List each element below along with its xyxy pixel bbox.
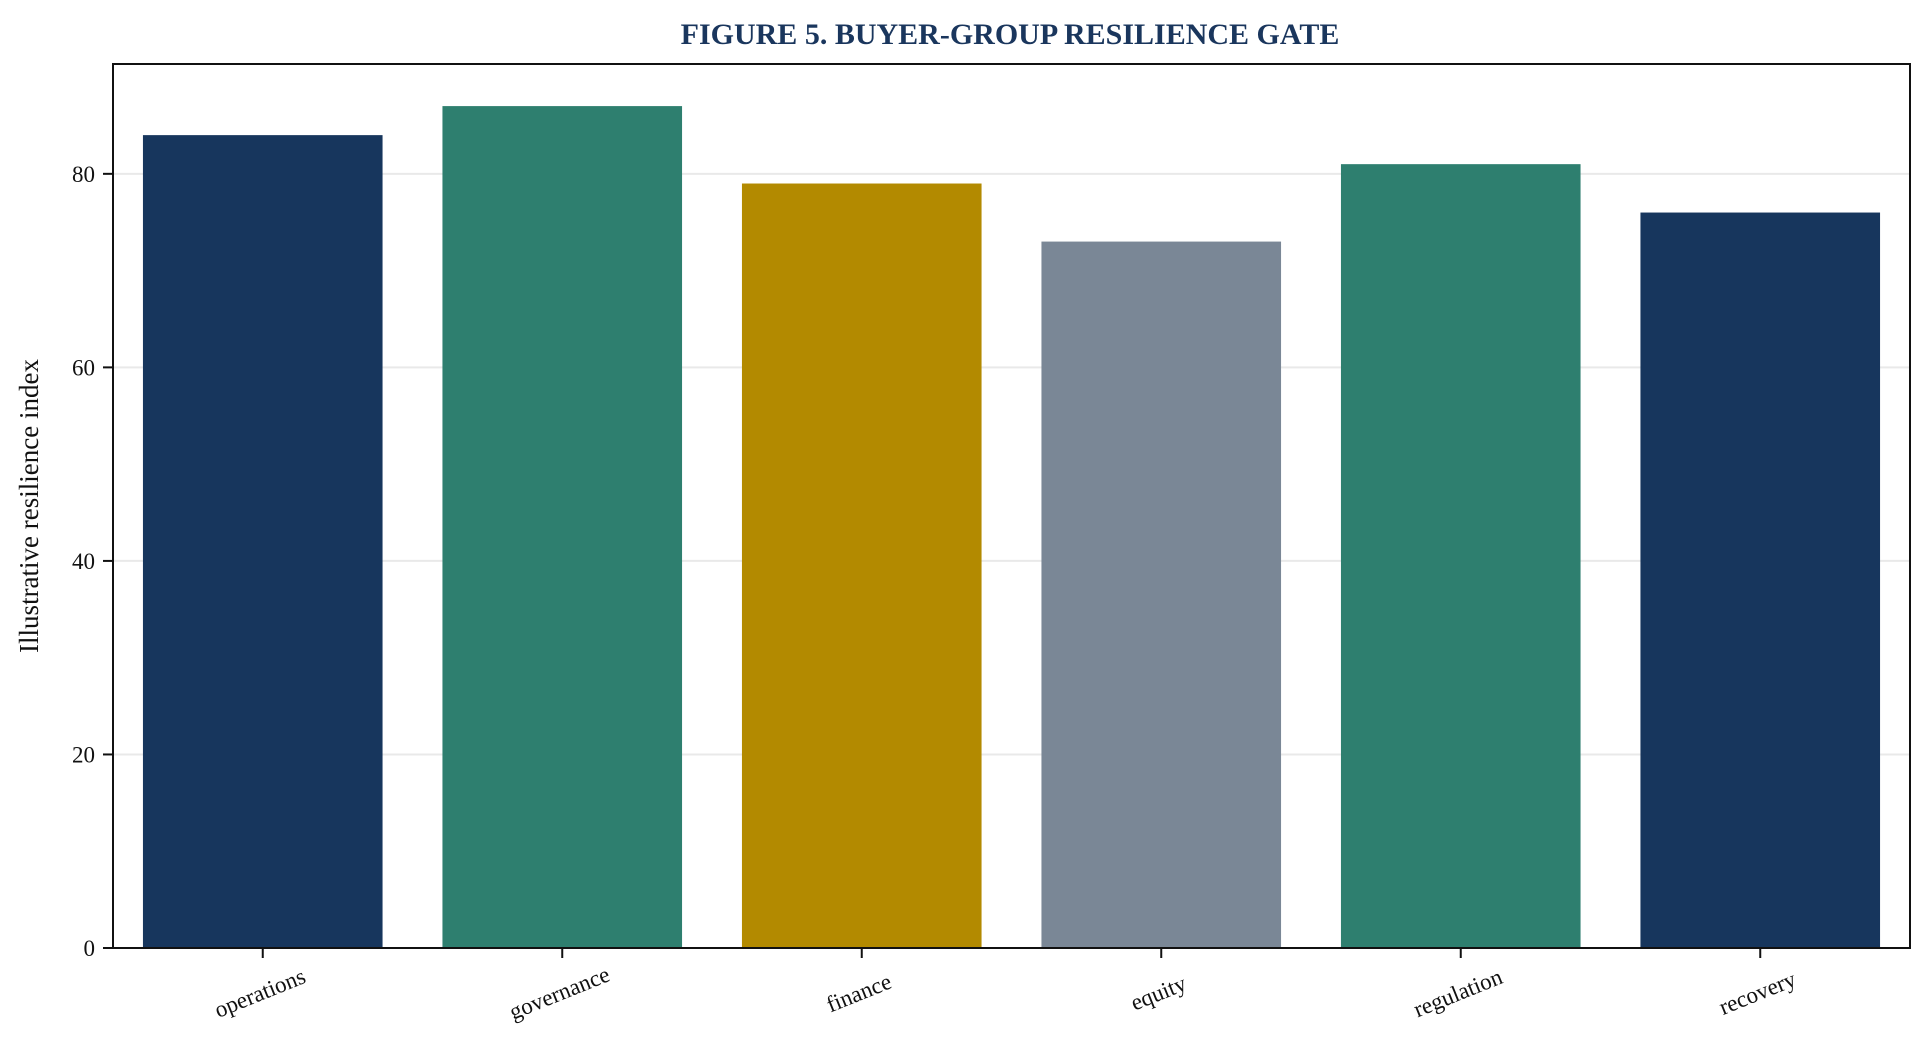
plot-frame bbox=[112, 63, 1911, 949]
bar-recovery bbox=[1640, 212, 1881, 948]
bar-finance bbox=[741, 183, 982, 948]
chart-title: FIGURE 5. BUYER-GROUP RESILIENCE GATE bbox=[681, 18, 1340, 51]
x-tick-label-governance: governance bbox=[506, 962, 614, 1025]
y-tick-label: 80 bbox=[72, 162, 95, 187]
y-tick-label: 60 bbox=[72, 355, 95, 380]
bar-operations bbox=[142, 135, 383, 948]
bars bbox=[142, 106, 1881, 949]
y-tick-label: 40 bbox=[72, 549, 95, 574]
y-axis-ticks: 0 20 40 60 80 bbox=[72, 162, 113, 961]
x-tick-label-finance: finance bbox=[823, 969, 895, 1018]
gridlines bbox=[113, 172, 1910, 756]
y-axis-label: Illustrative resilience index bbox=[14, 359, 44, 653]
x-axis-ticks: operations governance finance equity regulat… bbox=[211, 948, 1800, 1024]
y-tick-label: 0 bbox=[84, 936, 96, 961]
bar-equity bbox=[1041, 241, 1282, 948]
y-tick-label: 20 bbox=[72, 742, 95, 767]
x-tick-label-operations: operations bbox=[211, 963, 309, 1022]
x-tick-label-regulation: regulation bbox=[1410, 964, 1506, 1022]
bar-regulation bbox=[1340, 164, 1581, 948]
x-tick-label-recovery: recovery bbox=[1715, 966, 1799, 1020]
x-tick-label-equity: equity bbox=[1127, 971, 1190, 1016]
axes bbox=[112, 63, 1911, 949]
bar-governance bbox=[442, 106, 683, 949]
